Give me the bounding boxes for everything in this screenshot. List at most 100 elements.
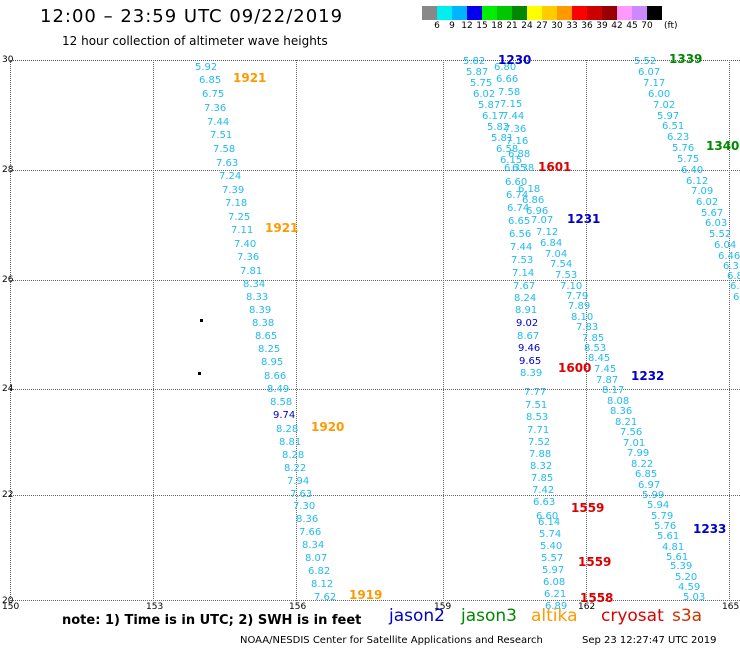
wave-height-value: 6.60 — [505, 177, 528, 188]
pass-time-label: 1339 — [669, 52, 703, 66]
longitude-label: 156 — [289, 602, 307, 612]
color-scale-value: 15 — [476, 21, 488, 31]
generation-timestamp: Sep 23 12:27:47 UTC 2019 — [582, 635, 717, 646]
wave-height-value: 7.67 — [513, 281, 536, 292]
wave-height-value: 7.45 — [594, 364, 617, 375]
wave-height-value: 8.39 — [249, 305, 272, 316]
wave-height-value: 6.82 — [308, 566, 331, 577]
wave-height-value: 5.79 — [651, 511, 674, 522]
wave-height-value: 7.53 — [511, 255, 534, 266]
grid-line-vertical — [729, 60, 730, 601]
color-scale-value: 6 — [434, 21, 440, 31]
wave-height-value: 5.75 — [677, 154, 700, 165]
wave-height-value: 7.85 — [582, 333, 605, 344]
wave-height-value: 7.07 — [531, 215, 554, 226]
pass-time-label: 1558 — [580, 591, 614, 605]
wave-height-value: 7.77 — [524, 387, 547, 398]
wave-height-value: 5.39 — [670, 561, 693, 572]
wave-height-value: 7.39 — [222, 185, 245, 196]
wave-height-value: 7.11 — [231, 225, 254, 236]
color-scale-swatch — [467, 6, 482, 20]
longitude-label: 159 — [434, 602, 452, 612]
wave-height-value: 5.82 — [487, 122, 510, 133]
wave-height-value: 7.56 — [620, 427, 643, 438]
wave-height-value: 5.74 — [539, 529, 562, 540]
pass-time-label: 1559 — [571, 501, 605, 515]
wave-height-value: 6.56 — [509, 229, 532, 240]
wave-height-value: 6.23 — [667, 132, 690, 143]
wave-height-value: 6.00 — [648, 89, 671, 100]
color-scale-value: 21 — [506, 21, 518, 31]
color-scale-value: 39 — [596, 21, 608, 31]
wave-height-value: 7.01 — [623, 438, 646, 449]
wave-height-value: 8.32 — [530, 461, 553, 472]
wave-height-value: 7.44 — [207, 117, 230, 128]
wave-height-value: 8.08 — [607, 396, 630, 407]
wave-height-value: 8.36 — [296, 514, 319, 525]
wave-height-value: 8.22 — [631, 459, 654, 470]
wave-height-value: 7.85 — [531, 473, 554, 484]
wave-height-value: 6.17 — [482, 111, 505, 122]
wave-height-value: 7.71 — [527, 425, 550, 436]
wave-height-value: 6.02 — [696, 197, 719, 208]
wave-height-value: 7.63 — [290, 489, 313, 500]
latitude-label: 30 — [2, 55, 14, 65]
wave-height-value: 8.24 — [514, 293, 537, 304]
wave-height-value: 7.53 — [555, 270, 578, 281]
grid-line-vertical — [586, 60, 587, 601]
wave-height-value: 5.52 — [709, 229, 732, 240]
wave-height-value: 5.82 — [463, 56, 486, 67]
satellite-legend-cryosat: cryosat — [601, 606, 664, 626]
color-scale-swatch — [422, 6, 437, 20]
wave-height-value: 6.74 — [507, 203, 530, 214]
wave-height-value: 8.45 — [588, 353, 611, 364]
color-scale-value: 45 — [626, 21, 638, 31]
color-scale-swatch — [437, 6, 452, 20]
wave-height-value: 6.80 — [494, 62, 517, 73]
wave-height-value: 7.52 — [528, 437, 551, 448]
wave-height-value: 9.65 — [519, 356, 542, 367]
wave-height-value: 7.51 — [210, 130, 233, 141]
wave-height-value: 7.14 — [512, 268, 535, 279]
pass-time-label: 1600 — [558, 361, 592, 375]
wave-height-value: 5.52 — [634, 56, 657, 67]
latitude-label: 20 — [2, 596, 14, 606]
grid-line-horizontal — [10, 280, 740, 281]
wave-height-value: 5.20 — [675, 572, 698, 583]
wave-height-value: 8.33 — [246, 292, 269, 303]
color-scale-swatch — [527, 6, 542, 20]
wave-height-value: 5.75 — [470, 78, 493, 89]
wave-height-value: 7.36 — [204, 103, 227, 114]
wave-height-value: 5.03 — [683, 592, 706, 603]
wave-height-value: 7.09 — [691, 186, 714, 197]
wave-height-value: 6.38 — [512, 163, 535, 174]
wave-height-value: 7.17 — [643, 78, 666, 89]
footer-note: note: 1) Time is in UTC; 2) SWH is in fe… — [62, 613, 362, 628]
color-scale-swatch — [497, 6, 512, 20]
wave-height-value: 8.66 — [264, 371, 287, 382]
pass-time-label: 1559 — [578, 555, 612, 569]
latitude-label: 28 — [2, 165, 14, 175]
wave-height-value: 8.34 — [302, 540, 325, 551]
grid-line-horizontal — [10, 495, 740, 496]
satellite-legend-altika: altika — [531, 606, 578, 626]
wave-height-value: 9.46 — [518, 343, 541, 354]
wave-height-value: 6.97 — [638, 480, 661, 491]
wave-height-value: 7.36 — [237, 252, 260, 263]
wave-height-value: 8.38 — [252, 318, 275, 329]
wave-height-value: 6.18 — [518, 184, 541, 195]
wave-height-value: 7.89 — [568, 301, 591, 312]
wave-height-value: 6.88 — [508, 149, 531, 160]
wave-height-value: 6.07 — [638, 67, 661, 78]
wave-height-value: 7.25 — [228, 212, 251, 223]
color-scale-swatch — [587, 6, 602, 20]
wave-height-value: 7.81 — [240, 266, 263, 277]
wave-height-value: 5.81 — [491, 133, 514, 144]
wave-height-value: 6.0 — [733, 292, 740, 303]
pass-time-label: 1921 — [233, 71, 267, 85]
wave-height-value: 7.30 — [293, 501, 316, 512]
wave-height-value: 8.07 — [305, 553, 328, 564]
wave-height-value: 6.65 — [508, 216, 531, 227]
wave-height-value: 9.74 — [273, 410, 296, 421]
wave-height-value: 8.91 — [515, 305, 538, 316]
